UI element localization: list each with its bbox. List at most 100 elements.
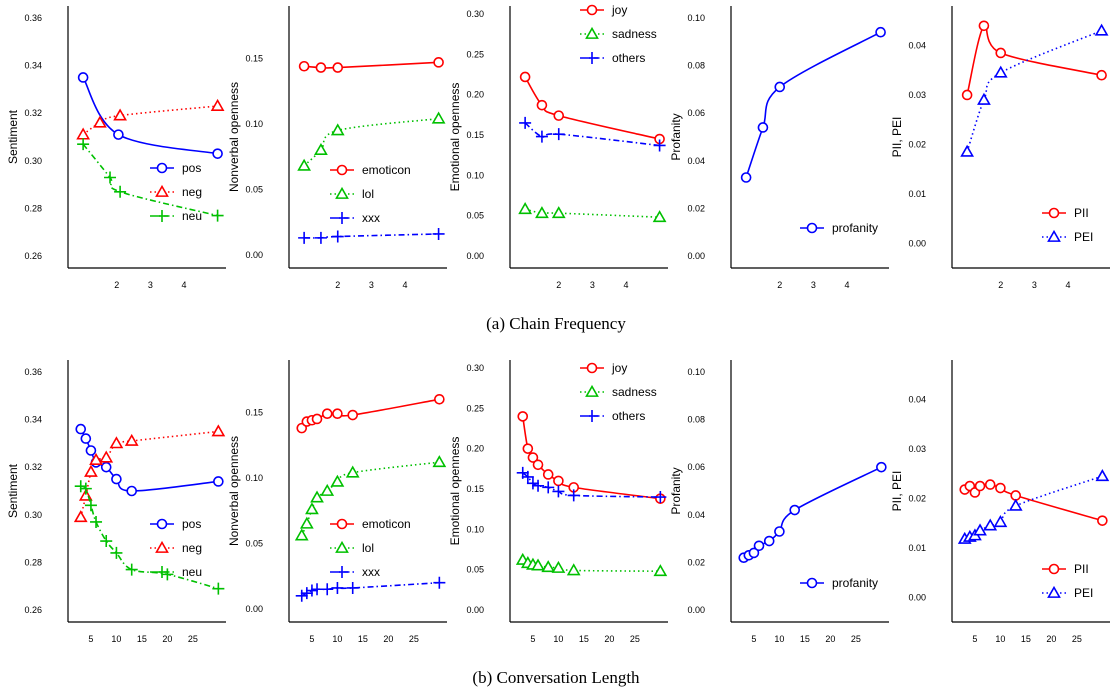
y-tick-label: 0.00 (687, 605, 705, 615)
y-tick-label: 0.30 (24, 510, 42, 520)
x-tick-label: 5 (751, 634, 756, 644)
y-tick-label: 0.36 (24, 367, 42, 377)
data-point-neg (73, 510, 88, 523)
data-point-emoticon (315, 62, 327, 73)
data-point-pos (111, 473, 122, 485)
y-tick-label: 0.02 (687, 557, 705, 567)
legend-label: joy (611, 3, 627, 17)
chart-a3: 0.00 0.05 0.10 0.15 0.20 0.25 0.30 2 3 4 Emotional… (448, 3, 668, 290)
data-point-xxx (314, 231, 327, 244)
legend-label: sadness (612, 27, 657, 41)
data-point-neu (74, 480, 87, 493)
data-point-emoticon (434, 393, 445, 405)
data-point-neg (210, 98, 225, 111)
x-tick-label: 2 (998, 280, 1003, 290)
x-tick-label: 5 (972, 634, 977, 644)
series-line-neg (79, 430, 219, 518)
data-point-profanity (875, 26, 886, 38)
legend-label: lol (362, 187, 374, 201)
data-point-sadness (566, 563, 581, 576)
series-line-emoticon (304, 61, 439, 69)
legend-label: PEI (1074, 230, 1093, 244)
legend-item-lol: lol (330, 540, 374, 555)
data-point-neu (125, 563, 138, 576)
y-tick-label: 0.10 (245, 473, 263, 483)
data-point-xxx (321, 583, 334, 596)
legend-item-joy: joy (580, 361, 627, 375)
legend-marker (586, 4, 598, 16)
series-line-PII (964, 483, 1103, 522)
data-point-neu (114, 185, 127, 198)
x-tick-label: 25 (851, 634, 861, 644)
data-point-pos (212, 148, 223, 159)
y-tick-label: 0.34 (24, 61, 42, 71)
data-point-lol (314, 142, 328, 156)
legend-marker (336, 566, 348, 578)
x-tick-label: 10 (332, 634, 342, 644)
data-point-neg (76, 127, 91, 140)
data-point-neu (104, 171, 117, 184)
legend-label: PII (1074, 562, 1089, 576)
legend-item-sadness: sadness (580, 384, 657, 399)
data-point-emoticon (298, 60, 310, 72)
data-point-neg (99, 450, 114, 463)
data-point-lol (310, 490, 324, 503)
data-point-neu (79, 482, 92, 495)
y-tick-label: 0.00 (245, 604, 263, 614)
caption-a: (a) Chain Frequency (486, 314, 626, 333)
legend-label: neu (182, 565, 202, 579)
y-tick-label: 0.30 (466, 9, 484, 19)
y-tick-label: 0.00 (908, 238, 926, 248)
legend-marker (586, 410, 598, 422)
legend-item-neu: neu (150, 565, 202, 579)
data-point-profanity (757, 122, 769, 133)
y-tick-label: 0.26 (24, 251, 42, 261)
legend-item-neg: neg (150, 540, 202, 555)
data-point-profanity (763, 535, 775, 547)
data-point-pos (77, 72, 89, 83)
y-tick-label: 0.32 (24, 108, 42, 118)
y-axis-label: PII, PEI (890, 117, 904, 158)
data-point-profanity (876, 461, 887, 473)
y-tick-label: 0.20 (466, 444, 484, 454)
legend-marker (155, 184, 169, 197)
y-tick-label: 0.10 (466, 524, 484, 534)
legend-label: emoticon (362, 517, 411, 531)
y-tick-label: 0.10 (687, 13, 705, 23)
legend-item-PEI: PEI (1042, 229, 1093, 244)
data-point-joy (553, 110, 565, 121)
x-tick-label: 25 (1072, 634, 1082, 644)
y-tick-label: 0.15 (245, 53, 263, 63)
y-tick-label: 0.00 (245, 250, 263, 260)
legend-item-lol: lol (330, 186, 374, 201)
data-point-PII (984, 479, 996, 490)
data-point-PEI (973, 523, 987, 536)
y-axis-label: Nonverbal openness (227, 436, 241, 546)
data-point-sadness (541, 560, 556, 573)
y-tick-label: 0.01 (908, 543, 926, 553)
y-axis-label: Emotional openness (448, 83, 462, 192)
series-line-profanity (745, 31, 881, 178)
y-axis-label: Profanity (669, 113, 683, 160)
y-tick-label: 0.25 (466, 49, 484, 59)
x-tick-label: 20 (383, 634, 393, 644)
data-point-PII (1097, 515, 1108, 526)
data-point-neg (113, 108, 127, 121)
data-point-xxx (331, 581, 344, 594)
legend-item-emoticon: emoticon (330, 163, 411, 177)
data-point-neg (84, 464, 98, 477)
data-point-neu (90, 515, 103, 528)
x-tick-label: 3 (590, 280, 595, 290)
legend-item-joy: joy (580, 3, 627, 17)
data-point-joy (517, 411, 529, 422)
data-point-neu (211, 209, 224, 222)
y-tick-label: 0.04 (687, 156, 705, 166)
y-tick-label: 0.03 (908, 444, 926, 454)
legend-label: lol (362, 541, 374, 555)
data-point-joy (522, 443, 534, 454)
y-tick-label: 0.30 (466, 363, 484, 373)
legend-label: emoticon (362, 163, 411, 177)
data-point-profanity (740, 172, 752, 183)
legend-label: PII (1074, 206, 1089, 220)
data-point-joy (527, 452, 539, 463)
